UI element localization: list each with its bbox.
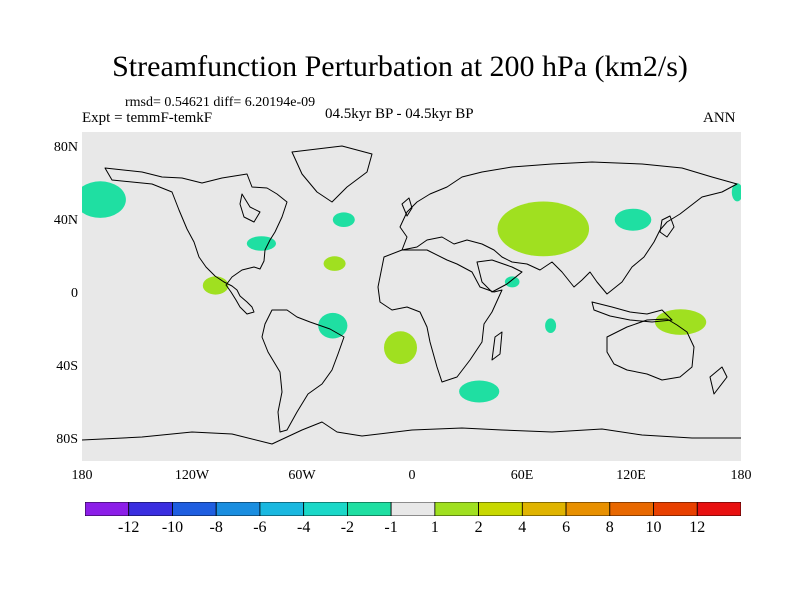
colorbar-label: 4 <box>518 519 527 536</box>
indonesia <box>591 301 673 323</box>
japan <box>659 215 675 238</box>
lon-label-0: 0 <box>408 468 416 483</box>
coastlines <box>82 145 741 445</box>
stats-text: rmsd= 0.54621 diff= 6.20194e-09 <box>125 95 316 110</box>
anomaly-west-africa-coast <box>323 256 346 271</box>
anomaly-north-china <box>614 208 652 231</box>
season-label: ANN <box>703 110 736 126</box>
lon-label-180e: 180 <box>730 468 752 483</box>
experiment-label: Expt = temmF-temkF <box>82 110 213 126</box>
colorbar-label: -1 <box>384 519 398 536</box>
anomaly-brazil-coast <box>318 312 348 339</box>
anomaly-horn-of-africa <box>504 276 520 288</box>
lat-label-80n: 80N <box>53 140 78 155</box>
colorbar-swatch <box>85 502 130 516</box>
colorbar-swatch <box>303 502 348 516</box>
anomaly-east-atlantic-north <box>332 212 355 227</box>
colorbar-swatch <box>521 502 567 516</box>
colorbar-label: 12 <box>689 519 706 536</box>
colorbar-swatch <box>565 502 611 516</box>
anomaly-florida <box>246 236 276 251</box>
colorbar-swatch <box>653 502 698 516</box>
anomaly-layer <box>82 181 741 403</box>
british-isles <box>401 197 413 217</box>
colorbar-label: -8 <box>209 519 223 536</box>
greenland <box>291 145 373 203</box>
anomaly-indian-ocean-mid <box>545 318 557 333</box>
colorbar-swatch <box>172 502 217 516</box>
lat-label-80s: 80S <box>56 432 78 447</box>
colorbar-swatch <box>346 502 392 516</box>
colorbar-label: 8 <box>605 519 614 536</box>
chart-title: Streamfunction Perturbation at 200 hPa (… <box>112 50 688 83</box>
lon-label-60w: 60W <box>288 468 316 483</box>
australia-coast <box>606 318 695 381</box>
colorbar-swatch <box>434 502 479 516</box>
madagascar <box>491 331 503 361</box>
colorbar-swatch <box>478 502 523 516</box>
colorbar-swatch <box>696 502 741 516</box>
anomaly-north-pacific-east <box>731 183 741 202</box>
colorbar-swatch <box>609 502 654 516</box>
lat-label-40s: 40S <box>56 359 78 374</box>
colorbar-label: -10 <box>161 519 184 536</box>
colorbar-label: 2 <box>474 519 483 536</box>
colorbar-label: -6 <box>253 519 267 536</box>
colorbar-swatch <box>215 502 261 516</box>
period-label: 04.5kyr BP - 04.5kyr BP <box>325 106 474 122</box>
colorbar-label: 6 <box>562 519 571 536</box>
antarctica-coast <box>82 421 741 445</box>
anomaly-south-indian-ocean <box>459 380 500 403</box>
south-america-coast <box>261 309 345 433</box>
colorbar-label: -4 <box>297 519 311 536</box>
lat-label-40n: 40N <box>53 213 78 228</box>
north-america-coast <box>104 167 288 315</box>
colorbar <box>85 502 741 516</box>
anomaly-central-asia <box>497 201 590 257</box>
eurasia-coast <box>399 161 738 295</box>
anomaly-north-australia <box>655 309 707 335</box>
arabian-peninsula <box>476 259 523 293</box>
lon-label-120w: 120W <box>174 468 210 483</box>
colorbar-label: 10 <box>645 519 662 536</box>
lon-label-180w: 180 <box>71 468 93 483</box>
anomaly-north-pacific-west <box>82 181 126 218</box>
lat-label-eq: 0 <box>71 286 78 301</box>
anomaly-east-pacific-tropic <box>202 276 229 295</box>
colorbar-swatch <box>128 502 173 516</box>
anomaly-south-atlantic <box>384 331 417 365</box>
colorbar-label: -2 <box>340 519 355 536</box>
colorbar-swatch <box>259 502 305 516</box>
colorbar-label: 1 <box>430 519 439 536</box>
colorbar-label: -12 <box>118 519 140 536</box>
lon-label-120e: 120E <box>616 468 646 483</box>
ocean-background <box>82 132 741 461</box>
africa-coast <box>377 249 503 383</box>
new-zealand <box>709 366 728 395</box>
hudson-bay <box>239 193 261 223</box>
colorbar-swatch <box>390 502 436 516</box>
lon-label-60e: 60E <box>510 468 534 483</box>
world-map <box>82 132 741 461</box>
